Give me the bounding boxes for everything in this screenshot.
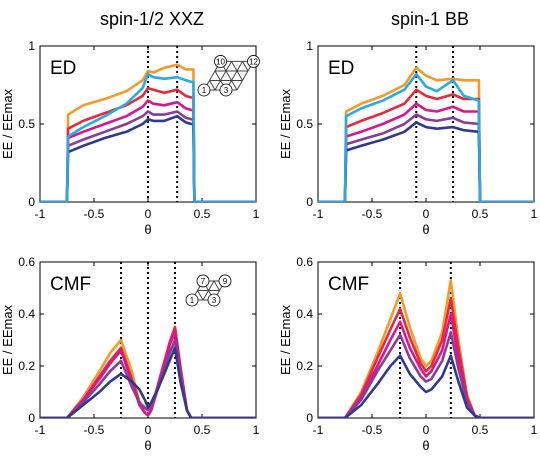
x-tick-label: 1 <box>253 423 260 437</box>
y-tick-label: 0.6 <box>296 255 313 269</box>
x-tick-label: -0.5 <box>362 207 383 221</box>
lattice-site-label: 9 <box>223 277 228 286</box>
x-axis-label: θ <box>144 438 151 453</box>
x-tick-label: 0.5 <box>472 207 489 221</box>
y-tick-label: 0 <box>306 195 313 209</box>
column-title-right: spin-1 BB <box>391 9 469 29</box>
lattice-site <box>197 83 211 97</box>
x-tick-label: -1 <box>313 207 324 221</box>
x-tick-label: -1 <box>35 423 46 437</box>
series-line-orange <box>318 278 534 418</box>
series-line-magenta <box>318 102 534 202</box>
lattice-site <box>207 293 221 307</box>
y-tick-label: 0.5 <box>296 117 313 131</box>
x-tick-label: 0 <box>423 207 430 221</box>
lattice-site <box>218 274 232 288</box>
x-tick-label: -1 <box>35 207 46 221</box>
y-tick-label: 0.2 <box>18 359 35 373</box>
y-tick-label: 1 <box>28 39 35 53</box>
series-line-purple <box>318 330 534 418</box>
series-group <box>318 278 534 418</box>
x-tick-label: 0 <box>145 423 152 437</box>
series-line-purple <box>318 113 534 202</box>
series-line-cyan <box>40 72 256 202</box>
x-tick-label: -0.5 <box>84 423 105 437</box>
x-tick-label: 0.5 <box>472 423 489 437</box>
y-axis-label: EE / EEmax <box>278 88 293 159</box>
lattice-site-label: 10 <box>216 57 225 66</box>
x-tick-label: -0.5 <box>84 207 105 221</box>
panel-4: -1 -0.5 0 0.5 1 0 0.2 0.4 0.6 θ EE / EEmax CMF <box>278 255 538 453</box>
x-tick-label: 0 <box>423 423 430 437</box>
series-line-red <box>318 88 534 202</box>
panel-tag: CMF <box>328 274 369 295</box>
lattice-inset: 7 9 1 3 <box>185 274 232 307</box>
x-tick-label: 1 <box>253 207 260 221</box>
lattice-bond <box>242 61 249 72</box>
y-axis-label: EE / EEmax <box>0 304 15 375</box>
y-tick-label: 0.4 <box>296 307 313 321</box>
lattice-bond <box>209 80 216 91</box>
y-tick-label: 0.4 <box>18 307 35 321</box>
panel-tag: CMF <box>50 274 91 295</box>
lattice-site-label: 7 <box>201 277 206 286</box>
panel-3: -1 -0.5 0 0.5 1 0 0.2 0.4 0.6 θ EE / EEmax CMF 7 9 1 3 <box>0 255 260 453</box>
lattice-bond <box>197 290 204 301</box>
series-line-orange <box>318 66 534 202</box>
y-tick-label: 0 <box>28 411 35 425</box>
y-axis-label: EE / EEmax <box>0 88 15 159</box>
y-tick-label: 1 <box>306 39 313 53</box>
x-axis-label: θ <box>422 222 429 237</box>
y-tick-label: 0 <box>306 411 313 425</box>
lattice-site <box>185 293 199 307</box>
lattice-bond <box>213 280 220 291</box>
series-group <box>318 66 534 202</box>
lattice-site <box>196 274 210 288</box>
lattice-site-label: 12 <box>249 57 258 66</box>
lattice-site-label: 3 <box>212 296 217 305</box>
column-title-left: spin-1/2 XXZ <box>100 9 204 29</box>
series-line-navy <box>318 121 534 202</box>
x-axis-label: θ <box>144 222 151 237</box>
series-group <box>40 325 256 418</box>
series-line-magenta <box>40 99 256 202</box>
lattice-bond <box>231 61 243 81</box>
panel-tag: ED <box>328 58 354 79</box>
series-line-cyan <box>318 72 534 202</box>
lattice-site <box>214 55 227 68</box>
x-tick-label: 1 <box>531 207 538 221</box>
x-axis-label: θ <box>422 438 429 453</box>
x-tick-label: -1 <box>313 423 324 437</box>
series-line-orange <box>40 63 256 202</box>
x-tick-label: 0.5 <box>194 423 211 437</box>
series-line-purple <box>40 338 256 418</box>
x-tick-label: 0 <box>145 207 152 221</box>
y-tick-label: 0 <box>28 195 35 209</box>
series-line-purple <box>40 110 256 202</box>
lattice-inset: 10 12 1 3 <box>197 55 260 97</box>
panel-2: -1 -0.5 0 0.5 1 0 0.5 1 θ EE / EEmax ED <box>278 39 538 237</box>
series-line-red <box>318 297 534 418</box>
series-line-navy <box>318 354 534 418</box>
x-tick-label: 1 <box>531 423 538 437</box>
lattice-site-label: 3 <box>224 86 229 95</box>
y-tick-label: 0.5 <box>18 117 35 131</box>
y-tick-label: 0.2 <box>296 359 313 373</box>
series-group <box>40 63 256 202</box>
series-line-navy <box>40 114 256 202</box>
lattice-site-label: 1 <box>202 86 207 95</box>
y-axis-label: EE / EEmax <box>278 304 293 375</box>
x-tick-label: -0.5 <box>362 423 383 437</box>
x-tick-label: 0.5 <box>194 207 211 221</box>
panel-tag: ED <box>50 58 76 79</box>
lattice-site <box>219 83 233 97</box>
lattice-site <box>247 55 260 68</box>
lattice-bond <box>214 61 232 91</box>
y-tick-label: 0.6 <box>18 255 35 269</box>
lattice-site-label: 1 <box>190 296 195 305</box>
series-line-navy <box>40 346 256 418</box>
